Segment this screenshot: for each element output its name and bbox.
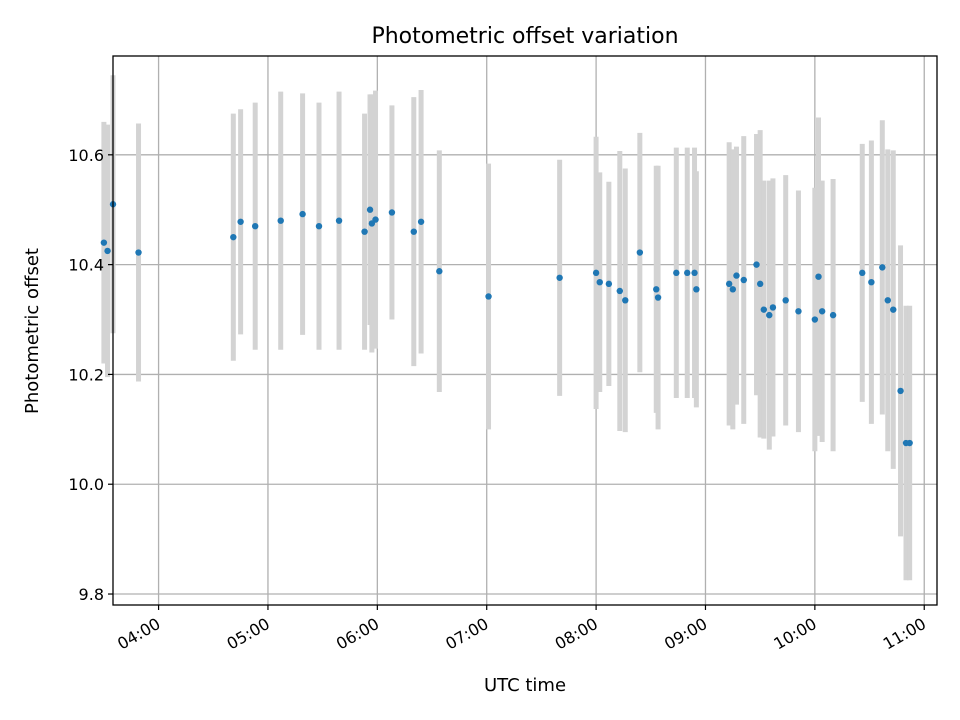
data-point [100, 239, 108, 246]
data-point [740, 276, 747, 284]
data-point [299, 210, 306, 218]
data-point [436, 268, 443, 275]
data-points [100, 201, 913, 447]
data-point [868, 278, 875, 286]
data-point [673, 269, 680, 277]
data-point [815, 273, 822, 280]
data-point [417, 218, 425, 225]
data-point [729, 286, 737, 293]
data-point [636, 249, 644, 256]
data-point [795, 308, 802, 315]
y-axis-label: Photometric offset [22, 248, 43, 414]
data-point [782, 297, 789, 304]
y-axis-ticks: 9.8 10.0 10.2 10.4 10.6 [68, 146, 113, 604]
data-point [753, 261, 760, 268]
y-tick-label: 10.6 [68, 146, 104, 165]
data-point [361, 228, 368, 235]
data-point [230, 233, 237, 241]
data-point [725, 280, 733, 288]
data-point [485, 293, 492, 300]
data-point [251, 222, 259, 230]
data-point [237, 218, 244, 225]
data-point [760, 306, 768, 313]
data-point [756, 280, 764, 288]
data-point [879, 264, 886, 271]
data-point [410, 228, 417, 235]
data-point [388, 209, 396, 216]
y-tick-label: 10.2 [68, 365, 104, 384]
data-point [616, 287, 623, 295]
data-point [653, 286, 660, 293]
data-point [811, 316, 819, 323]
x-axis-label: UTC time [484, 675, 566, 696]
data-point [335, 217, 343, 224]
chart-title: Photometric offset variation [371, 24, 678, 49]
data-point [829, 311, 837, 319]
data-point [654, 294, 662, 301]
data-point [684, 269, 691, 277]
data-point [135, 249, 142, 256]
plot-frame [112, 55, 938, 606]
y-tick-label: 10.0 [68, 475, 104, 494]
data-point [277, 217, 284, 224]
data-point [884, 297, 891, 304]
data-point [372, 216, 379, 223]
data-point [693, 286, 700, 293]
data-point [691, 269, 698, 277]
data-point [605, 280, 613, 288]
data-point [315, 222, 323, 230]
data-point [622, 297, 629, 304]
y-tick-label: 9.8 [79, 585, 104, 604]
data-point [906, 439, 913, 447]
y-tick-label: 10.4 [68, 256, 104, 275]
data-point [897, 387, 904, 395]
data-point [766, 311, 773, 319]
data-point [859, 269, 866, 277]
data-point [592, 269, 600, 277]
data-point [596, 278, 603, 286]
data-point [769, 304, 777, 311]
data-point [556, 274, 563, 281]
data-point [366, 206, 374, 213]
data-point [733, 272, 740, 279]
data-point [890, 306, 897, 313]
data-point [818, 308, 826, 315]
data-point [104, 247, 111, 255]
